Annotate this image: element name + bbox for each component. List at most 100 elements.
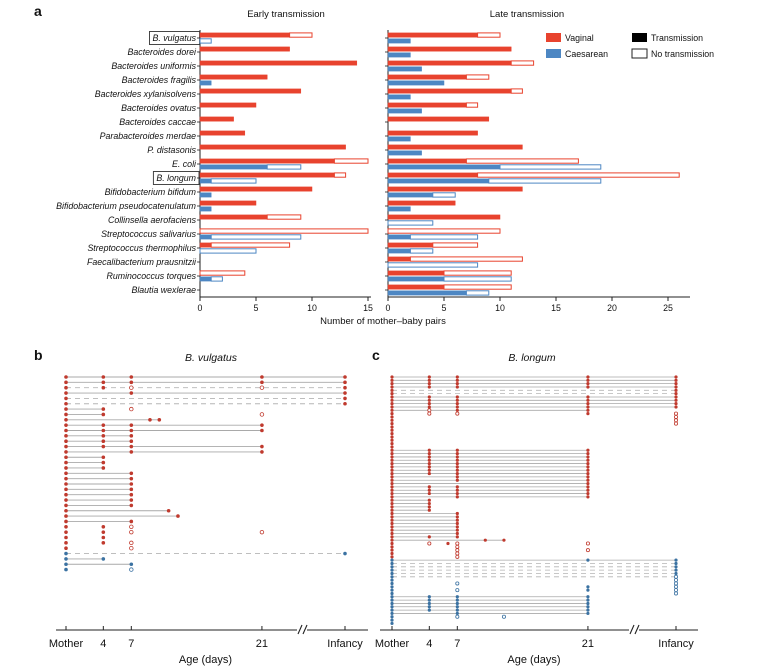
sample-dot-vaginal [390,461,394,466]
sample-dot-vaginal-open [455,548,460,553]
sample-dot-caesarean-open [674,591,679,596]
sample-dot-vaginal [390,488,394,492]
sample-dot-vaginal [390,442,394,446]
sample-dot-vaginal [64,450,68,454]
sample-dot-vaginal [390,521,394,526]
x-tick-label-late: 25 [663,303,673,313]
sample-dot-vaginal [390,501,394,506]
sample-dot-vaginal [455,458,459,462]
sample-dot-vaginal [586,385,590,389]
bar-caesarean-early-filled [199,192,212,198]
bar-vaginal-early-filled [199,242,212,248]
sample-dot-vaginal [427,535,431,539]
sample-dot-vaginal-open [129,385,134,390]
sample-dot-vaginal [148,418,152,422]
sample-dot-vaginal [101,460,106,465]
bar-vaginal-late-open [465,74,490,80]
sample-dot-vaginal [427,382,431,386]
sample-dot-vaginal [64,487,68,492]
bar-caesarean-early-open [266,164,302,170]
bar-vaginal-early-filled [199,158,335,164]
legend-label: Transmission [651,33,703,43]
bar-caesarean-early-open [199,248,257,254]
bar-vaginal-early-filled [199,172,335,178]
age-tick-label: 4 [426,638,432,650]
sample-dot-vaginal [674,405,678,409]
sample-dot-caesarean [64,551,68,556]
bar-vaginal-late-filled [387,144,523,150]
sample-dot-vaginal [129,471,134,476]
sample-dot-vaginal [64,385,68,390]
sample-dot-vaginal [390,382,394,386]
sample-dot-vaginal [586,461,590,466]
no_transmission-swatch [631,48,648,59]
sample-dot-caesarean [455,611,459,616]
bar-caesarean-late-filled [387,94,411,100]
legend-label: Caesarean [565,49,608,59]
sample-dot-vaginal [674,398,678,402]
sample-dot-vaginal [446,541,450,546]
sample-dot-vaginal [343,396,347,401]
sample-dot-vaginal [586,405,590,409]
sample-dot-vaginal [674,385,678,389]
sample-dot-vaginal [455,451,459,456]
sample-dot-vaginal [64,391,68,395]
sample-dot-vaginal [343,375,347,379]
sample-dot-caesarean [674,558,678,562]
sample-dot-vaginal [455,478,459,482]
x-tick-label-early: 10 [307,303,317,313]
sample-dot-vaginal [64,498,68,502]
x-tick-label-early: 0 [198,303,203,313]
sample-dot-vaginal [64,423,68,427]
bar-caesarean-early-open [210,276,223,282]
age-axis-label: Age (days) [179,654,232,666]
sample-dot-vaginal [427,498,431,502]
sample-dot-vaginal-open [427,408,432,413]
bar-caesarean-late-filled [387,150,422,156]
panel-c-letter: c [372,347,380,363]
sample-dot-vaginal [260,450,264,454]
sample-dot-caesarean [390,561,394,566]
age-tick-label: 21 [256,638,268,650]
sample-dot-vaginal [455,405,459,409]
sample-dot-vaginal [390,435,394,439]
sample-dot-caesarean [390,598,394,602]
age-tick-label: 4 [100,638,106,650]
bar-caesarean-early-filled [199,206,212,212]
sample-dot-vaginal [455,521,459,526]
sample-dot-vaginal [64,396,68,401]
sample-dot-vaginal [129,498,134,502]
species-label: E. coli [172,159,197,169]
sample-dot-vaginal [586,475,590,479]
sample-dot-vaginal [455,395,459,399]
sample-dot-vaginal [427,491,431,496]
sample-dot-vaginal [390,475,394,479]
bar-caesarean-late-filled [387,136,411,142]
sample-dot-vaginal [64,503,68,508]
sample-dot-vaginal [129,492,134,497]
sample-dot-vaginal [390,451,394,456]
sample-dot-caesarean [390,571,394,576]
x-tick-label-late: 20 [607,303,617,313]
bar-caesarean-late-filled [387,248,411,254]
sample-dot-vaginal [390,468,394,472]
sample-dot-vaginal [64,492,68,497]
bar-caesarean-early-filled [199,164,268,170]
species-label: Streptococcus thermophilus [87,243,196,253]
sample-dot-vaginal [390,458,394,462]
transmission-swatch [632,33,647,42]
species-label: Blautia wexlerae [131,285,196,295]
sample-dot-vaginal [586,468,590,472]
sample-dot-vaginal [64,541,68,545]
sample-dot-vaginal [390,438,394,442]
sample-dot-caesarean-open [455,581,460,586]
sample-dot-vaginal [101,444,106,449]
bar-caesarean-late-filled [387,66,422,72]
sample-dot-vaginal [586,495,590,499]
bar-caesarean-late-open [387,262,479,268]
sample-dot-vaginal [427,461,431,466]
sample-dot-vaginal [586,402,590,406]
sample-dot-vaginal [390,505,394,509]
sample-dot-vaginal [455,402,459,406]
species-label: Streptococcus salivarius [101,229,196,239]
